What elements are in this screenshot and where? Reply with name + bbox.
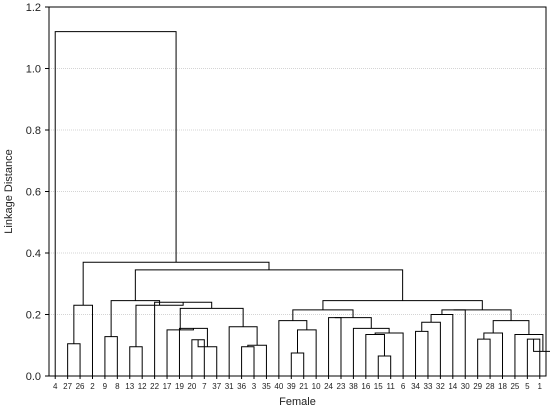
leaf-label: 23 (337, 382, 346, 391)
leaf-label: 1 (538, 382, 543, 391)
leaf-label: 8 (115, 382, 120, 391)
dendrogram-link (82, 261, 270, 306)
y-tick-label: 0.6 (26, 187, 41, 199)
dendrogram-link (477, 338, 491, 376)
dendrogram-link (492, 320, 530, 335)
dendrogram-link (154, 301, 213, 376)
leaf-label: 24 (324, 382, 333, 391)
leaf-label: 17 (163, 382, 172, 391)
dendrogram-link (322, 300, 483, 310)
dendrogram-link (197, 339, 218, 376)
dendrogram-link (67, 343, 81, 376)
leaf-label: 36 (237, 382, 246, 391)
leaf-label: 4 (53, 382, 58, 391)
dendrogram-link (104, 336, 118, 376)
dendrogram-link (178, 327, 208, 376)
x-axis-title: Female (279, 396, 316, 408)
leaf-label: 30 (461, 382, 470, 391)
dendrogram-link (241, 346, 255, 376)
leaf-label: 33 (424, 382, 433, 391)
dendrogram-link (110, 300, 161, 337)
grid-layer (45, 6, 546, 377)
dendrogram-link (292, 309, 354, 321)
dendrogram-link (166, 328, 194, 376)
leaf-label: 16 (361, 382, 370, 391)
leaf-label: 2 (90, 382, 95, 391)
dendrogram-link (374, 332, 404, 376)
dendrogram-link (328, 317, 342, 376)
y-tick-label: 1.0 (26, 64, 41, 76)
dendrogram-link (134, 269, 404, 301)
leaf-label: 18 (498, 382, 507, 391)
dendrogram-link (377, 355, 392, 376)
leaf-label: 20 (187, 382, 196, 391)
leaf-label: 9 (103, 382, 108, 391)
y-tick-label: 0.8 (26, 125, 41, 137)
dendrogram-link (129, 346, 143, 376)
leaf-label: 6 (401, 382, 406, 391)
leaf-label: 40 (274, 382, 283, 391)
leaf-label: 15 (374, 382, 383, 391)
dendrogram-link (73, 304, 93, 376)
dendrogram-links (54, 31, 550, 376)
plot-frame (48, 6, 547, 377)
leaf-label: 27 (63, 382, 72, 391)
leaf-label: 13 (125, 382, 134, 391)
dendrogram-link (430, 314, 454, 376)
axis-layer (48, 6, 547, 377)
leaf-label: 32 (436, 382, 445, 391)
leaf-label: 22 (150, 382, 159, 391)
dendrogram-link (453, 309, 512, 321)
leaf-label: 37 (212, 382, 221, 391)
y-tick-label: 0.2 (26, 310, 41, 322)
dendrogram-link (415, 330, 429, 376)
leaf-label: 39 (287, 382, 296, 391)
leaf-label: 5 (525, 382, 530, 391)
dendrogram-link (54, 31, 177, 376)
leaf-label: 11 (387, 382, 396, 391)
dendrogram-link (334, 317, 372, 329)
y-tick-label: 1.2 (26, 2, 41, 14)
dendrogram-link (441, 309, 466, 376)
leaf-labels: 4 27 26 2 9 8 13 12 22 17 19 20 7 37 31 36 3 35 40 39 21 10 24… (53, 376, 543, 391)
leaf-label: 38 (349, 382, 358, 391)
dendrogram-link (514, 333, 544, 376)
leaf-label: 34 (411, 382, 420, 391)
dendrogram-link (533, 339, 550, 352)
leaf-label: 19 (175, 382, 184, 391)
dendrogram-link (135, 302, 184, 347)
dendrogram-link (228, 326, 258, 376)
dendrogram-link (421, 321, 441, 376)
leaf-label: 14 (448, 382, 457, 391)
dendrogram-link (290, 352, 305, 376)
leaf-label: 26 (76, 382, 85, 391)
leaf-label: 10 (312, 382, 321, 391)
leaf-label: 21 (299, 382, 308, 391)
leaf-label: 29 (473, 382, 482, 391)
leaf-label: 12 (138, 382, 147, 391)
dendrogram-link (365, 333, 385, 376)
y-tick-label: 0.0 (26, 371, 41, 383)
dendrogram-link (247, 344, 267, 376)
dendrogram-link (352, 327, 390, 376)
leaf-label: 28 (486, 382, 495, 391)
leaf-label: 3 (252, 382, 257, 391)
y-axis-title: Linkage Distance (3, 149, 15, 233)
dendrogram-link (278, 320, 308, 376)
y-tick-labels: 0.0 0.2 0.4 0.6 0.8 1.0 1.2 (26, 2, 41, 383)
y-tick-label: 0.4 (26, 248, 41, 260)
leaf-label: 35 (262, 382, 271, 391)
leaf-label: 31 (225, 382, 234, 391)
leaf-label: 25 (510, 382, 519, 391)
leaf-label: 7 (202, 382, 207, 391)
